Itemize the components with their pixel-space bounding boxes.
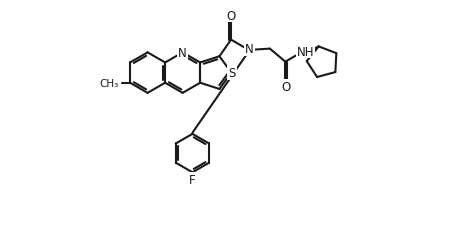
Text: F: F [189, 173, 196, 186]
Text: CH₃: CH₃ [99, 78, 118, 88]
Text: N: N [178, 47, 187, 60]
Text: N: N [245, 43, 254, 56]
Text: S: S [228, 66, 236, 79]
Text: O: O [281, 80, 290, 93]
Text: NH: NH [297, 45, 314, 58]
Text: O: O [227, 10, 235, 23]
